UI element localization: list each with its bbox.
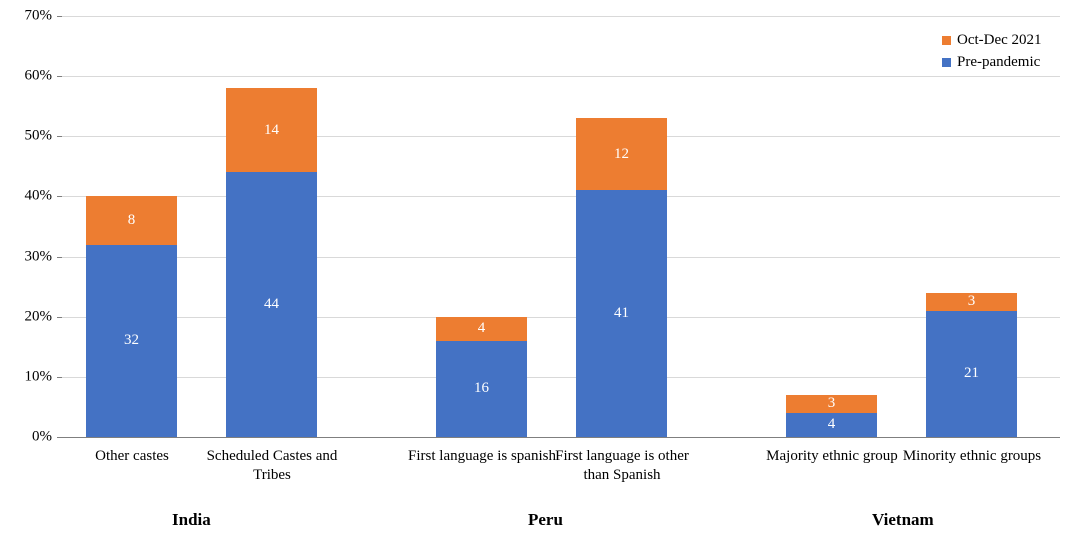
gridline	[62, 136, 1060, 137]
category-label: First language is other than Spanish	[547, 447, 697, 485]
bar-segment-pre: 21	[926, 311, 1017, 437]
y-tick-mark	[57, 136, 62, 137]
legend-swatch-icon	[942, 58, 951, 67]
stacked-bar-chart: 0% 10% 20% 30% 40% 50% 60% 70% 32	[0, 0, 1089, 551]
category-label: Majority ethnic group	[757, 447, 907, 466]
country-label: India	[172, 510, 211, 530]
bar-segment-pre: 41	[576, 190, 667, 437]
y-tick-mark	[57, 196, 62, 197]
bar-india-scheduled: 44 14	[226, 88, 317, 437]
bar-segment-post: 8	[86, 196, 177, 244]
country-label: Vietnam	[872, 510, 934, 530]
bar-value-label: 3	[968, 293, 976, 310]
bar-vietnam-majority: 4 3	[786, 395, 877, 437]
y-tick-mark	[57, 437, 62, 438]
bar-value-label: 4	[828, 416, 836, 433]
category-label: Minority ethnic groups	[897, 447, 1047, 466]
y-tick-mark	[57, 317, 62, 318]
bar-segment-post: 4	[436, 317, 527, 341]
y-tick-label: 70%	[25, 8, 53, 25]
country-label: Peru	[528, 510, 563, 530]
category-label: Other castes	[57, 447, 207, 466]
bar-segment-post: 14	[226, 88, 317, 172]
gridline	[62, 76, 1060, 77]
bar-vietnam-minority: 21 3	[926, 293, 1017, 437]
y-tick-label: 10%	[25, 368, 53, 385]
y-tick-mark	[57, 76, 62, 77]
y-tick-label: 40%	[25, 188, 53, 205]
gridline	[62, 377, 1060, 378]
gridline	[62, 257, 1060, 258]
y-tick-mark	[57, 16, 62, 17]
bar-value-label: 16	[474, 380, 489, 397]
legend-item-post: Oct-Dec 2021	[942, 32, 1042, 49]
y-tick-mark	[57, 377, 62, 378]
y-tick-label: 0%	[32, 429, 52, 446]
legend-swatch-icon	[942, 36, 951, 45]
y-tick-mark	[57, 257, 62, 258]
bar-india-other-castes: 32 8	[86, 196, 177, 437]
gridline	[62, 317, 1060, 318]
bar-value-label: 12	[614, 146, 629, 163]
y-tick-label: 30%	[25, 248, 53, 265]
bar-value-label: 32	[124, 332, 139, 349]
bar-segment-pre: 4	[786, 413, 877, 437]
bar-peru-nonspanish: 41 12	[576, 118, 667, 437]
legend-label: Pre-pandemic	[957, 54, 1040, 70]
legend-item-pre: Pre-pandemic	[942, 54, 1040, 71]
bar-value-label: 14	[264, 122, 279, 139]
bar-value-label: 8	[128, 212, 136, 229]
category-label: First language is spanish	[407, 447, 557, 466]
y-tick-label: 60%	[25, 68, 53, 85]
bar-segment-post: 12	[576, 118, 667, 190]
y-tick-label: 20%	[25, 308, 53, 325]
bar-segment-pre: 44	[226, 172, 317, 437]
bar-segment-post: 3	[926, 293, 1017, 311]
bar-value-label: 3	[828, 395, 836, 412]
bar-peru-spanish: 16 4	[436, 317, 527, 437]
bar-value-label: 44	[264, 296, 279, 313]
bar-segment-pre: 32	[86, 245, 177, 437]
plot-area: 0% 10% 20% 30% 40% 50% 60% 70% 32	[62, 16, 1060, 438]
gridline	[62, 196, 1060, 197]
gridline	[62, 437, 1060, 438]
bar-value-label: 41	[614, 305, 629, 322]
bar-value-label: 21	[964, 365, 979, 382]
category-label: Scheduled Castes and Tribes	[197, 447, 347, 485]
bar-segment-pre: 16	[436, 341, 527, 437]
gridline	[62, 16, 1060, 17]
legend-label: Oct-Dec 2021	[957, 32, 1042, 48]
bar-value-label: 4	[478, 320, 486, 337]
bar-segment-post: 3	[786, 395, 877, 413]
y-tick-label: 50%	[25, 128, 53, 145]
